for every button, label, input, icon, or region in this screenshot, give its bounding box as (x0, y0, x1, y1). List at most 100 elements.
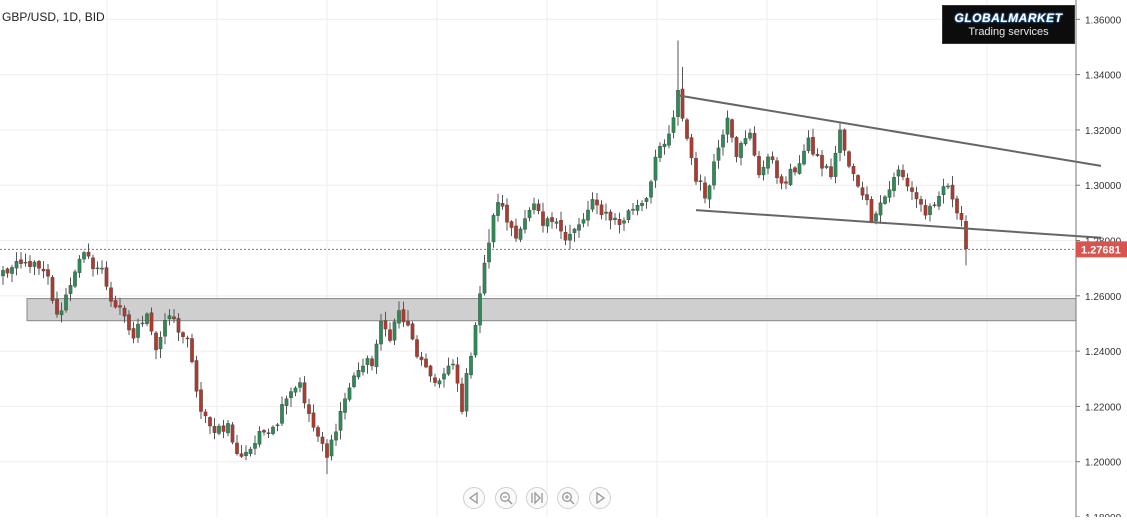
candlestick (514, 218, 518, 242)
candlestick (932, 201, 937, 208)
candlestick (28, 255, 32, 274)
zoom-out-icon (500, 492, 513, 505)
candlestick (667, 125, 671, 149)
candlestick (410, 321, 415, 341)
candlestick (806, 130, 811, 154)
reset-view-icon (531, 491, 543, 505)
candlestick (14, 252, 19, 276)
candlestick (532, 197, 536, 215)
candlestick (946, 183, 950, 190)
candlestick (478, 285, 482, 334)
candlestick (460, 377, 464, 415)
candlestick (230, 422, 235, 445)
candlestick (136, 318, 140, 343)
candlestick (91, 254, 95, 277)
candlestick (626, 208, 631, 224)
price-tick-label: 1.22000 (1085, 402, 1122, 413)
candlestick (356, 362, 361, 380)
candlestick (739, 141, 743, 166)
candlestick (271, 425, 275, 436)
candlestick (752, 126, 757, 157)
scroll-right-button[interactable] (589, 487, 611, 509)
candlestick (86, 243, 91, 259)
zoom-out-button[interactable] (495, 487, 517, 509)
scroll-left-button[interactable] (463, 487, 485, 509)
price-tick-label: 1.24000 (1085, 347, 1122, 358)
candlestick (797, 155, 802, 175)
candlestick (887, 181, 892, 203)
candlestick (910, 181, 914, 201)
reset-view-button[interactable] (526, 487, 548, 509)
candlestick (64, 287, 68, 313)
candlestick (442, 367, 446, 388)
candlestick (712, 154, 716, 190)
candlestick (671, 110, 676, 139)
zoom-in-button[interactable] (557, 487, 579, 509)
candlestick (833, 146, 838, 184)
candlestick (793, 165, 797, 176)
candlestick (172, 309, 176, 323)
candlestick (761, 160, 766, 181)
candlestick (266, 428, 271, 439)
candlestick (851, 163, 856, 181)
candlestick (365, 355, 370, 374)
candlestick (406, 310, 410, 327)
candlestick (649, 179, 653, 204)
candlestick (338, 402, 343, 440)
candlestick (734, 136, 739, 163)
candlestick (217, 423, 221, 436)
candlestick (842, 128, 847, 156)
candlestick (158, 331, 163, 359)
candlestick (577, 217, 581, 238)
candlestick (95, 261, 100, 275)
candlestick (563, 225, 568, 246)
candlestick (950, 176, 955, 208)
grid-lines (0, 0, 1076, 517)
current-price-tag: 1.27681 (1076, 241, 1127, 258)
candlestick (383, 311, 388, 337)
candlestick (226, 419, 230, 437)
candlestick (964, 215, 968, 266)
candlestick (118, 297, 122, 315)
candlestick (757, 151, 761, 179)
candlestick (829, 158, 833, 180)
candlestick (433, 373, 437, 387)
candlestick (937, 191, 941, 210)
candlestick (334, 423, 338, 446)
brand-logo: GLOBALMARKET Trading services (942, 5, 1075, 44)
candlestick (451, 359, 455, 370)
candlestick (640, 200, 644, 212)
candlestick (185, 335, 190, 348)
candlestick (401, 301, 406, 327)
candlestick (50, 275, 55, 304)
price-tick-label: 1.32000 (1085, 126, 1122, 137)
candlestick (221, 419, 226, 439)
candlestick (860, 181, 865, 200)
candlestick (901, 164, 905, 181)
candlestick (163, 313, 167, 345)
candlestick (73, 269, 77, 289)
candlestick (392, 318, 397, 346)
candlestick (869, 196, 874, 224)
candlestick (550, 212, 554, 229)
candlestick (280, 396, 284, 427)
candlestick (689, 133, 694, 165)
candlestick (82, 250, 86, 263)
candlestick (154, 330, 158, 360)
candlestick (824, 163, 829, 170)
candlestick (896, 165, 901, 186)
candlestick (415, 335, 419, 359)
candlestick (127, 310, 131, 336)
candlestick (775, 157, 779, 184)
candlestick (19, 252, 23, 269)
candlestick (464, 368, 469, 417)
candlestick (122, 305, 127, 323)
candlestick (694, 151, 698, 185)
candlestick (559, 211, 563, 240)
candlestick (599, 200, 604, 220)
candlestick (181, 331, 185, 344)
candlestick (500, 195, 505, 210)
candlestick (496, 193, 500, 222)
